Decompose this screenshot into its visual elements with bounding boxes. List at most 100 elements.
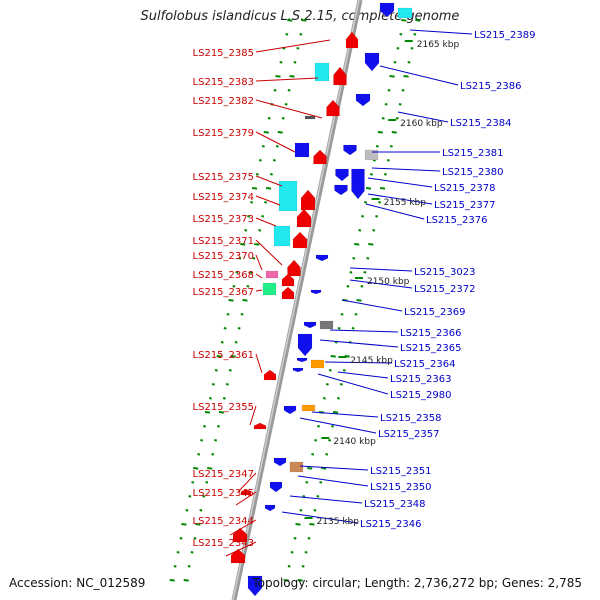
right-leader-line (299, 417, 377, 434)
scale-tick (220, 341, 224, 344)
scale-tick (275, 145, 279, 148)
scale-tick (261, 215, 265, 218)
scale-tick (214, 369, 218, 372)
reverse-gene (269, 481, 283, 493)
scale-tick (305, 481, 309, 484)
misc-feature (301, 404, 316, 412)
left-gene-label: LS215_2345 (193, 488, 254, 499)
scale-tick (255, 173, 259, 176)
misc-feature (310, 359, 325, 369)
scale-tick (368, 243, 374, 246)
right-leader-line (299, 465, 369, 471)
scale-tick (381, 117, 385, 120)
left-leader-line (255, 289, 263, 292)
left-gene-label: LS215_2383 (193, 77, 254, 88)
right-gene-label: LS215_3023 (414, 267, 475, 278)
scale-tick (176, 551, 180, 554)
scale-tick (279, 61, 283, 64)
left-leader-line (225, 541, 257, 557)
left-leader-line (255, 99, 323, 119)
reverse-gene (264, 504, 276, 512)
scale-tick (295, 523, 301, 526)
scale-tick (301, 19, 307, 22)
scale-tick (222, 397, 226, 400)
forward-gene (281, 273, 295, 287)
scale-tick (336, 397, 340, 400)
right-gene-label: LS215_2369 (404, 307, 465, 318)
scale-tick (273, 89, 277, 92)
scale-tick (349, 271, 353, 274)
scale-tick (183, 579, 189, 582)
reverse-gene (343, 144, 357, 156)
scale-tick (199, 509, 203, 512)
scale-tick (361, 215, 365, 218)
forward-gene (326, 99, 340, 117)
scale-tick (226, 313, 230, 316)
scale-tick (264, 201, 268, 204)
right-gene-label: LS215_2365 (400, 343, 461, 354)
reverse-gene (379, 2, 395, 18)
scale-tick (258, 229, 262, 232)
scale-tick (230, 355, 236, 358)
scale-tick (307, 537, 311, 540)
scale-tick (250, 201, 254, 204)
scale-tick (319, 481, 323, 484)
scale-tick (223, 327, 227, 330)
scale-tick (289, 75, 295, 78)
backbone-highlight (232, 0, 360, 600)
left-leader-line (229, 519, 257, 536)
scale-tick (208, 397, 212, 400)
scale-tick (387, 89, 391, 92)
reverse-gene (310, 289, 322, 295)
map-title: Sulfolobus islandicus L.S.2.15, complete… (140, 9, 460, 24)
scale-tick (267, 117, 271, 120)
scale-tick (321, 467, 327, 470)
scale-tick (393, 61, 397, 64)
scale-tick (342, 369, 346, 372)
right-gene-label: LS215_2364 (394, 359, 455, 370)
right-gene-label: LS215_2350 (370, 482, 431, 493)
scale-tick (331, 425, 335, 428)
scale-tick (375, 215, 379, 218)
scale-tick (297, 579, 303, 582)
scale-tick (328, 369, 332, 372)
scale-tick (332, 411, 339, 414)
scale-tick (337, 327, 341, 330)
right-gene-label: LS215_2378 (434, 183, 495, 194)
reverse-gene (355, 93, 371, 107)
scale-tick (352, 257, 356, 260)
scale-tick (386, 159, 390, 162)
left-leader-line (255, 77, 319, 82)
scale-tick (354, 243, 360, 246)
scale-tick (217, 425, 221, 428)
scale-tick (330, 355, 336, 358)
right-gene-label: LS215_2376 (426, 215, 487, 226)
scale-tick (389, 145, 393, 148)
left-gene-label: LS215_2347 (193, 469, 254, 480)
left-gene-label: LS215_2379 (193, 128, 254, 139)
scale-tick (214, 439, 218, 442)
reverse-gene (303, 321, 317, 329)
scale-tick (354, 313, 358, 316)
scale-tick (228, 299, 234, 302)
scale-tick (383, 173, 387, 176)
scale-tick (265, 187, 272, 190)
scale-tick (204, 411, 211, 414)
forward-gene (281, 286, 295, 300)
right-gene-label: LS215_2381 (442, 148, 503, 159)
rna-feature (278, 180, 298, 212)
scale-tick (238, 257, 242, 260)
scale-tick (401, 19, 407, 22)
scale-tick (334, 341, 338, 344)
scale-tick (311, 453, 315, 456)
rna-feature (314, 62, 330, 82)
scale-tick (195, 523, 201, 526)
right-leader-line (379, 65, 459, 86)
scale-tick (328, 439, 332, 442)
scale-tick (185, 509, 189, 512)
left-leader-line (255, 39, 331, 53)
kbp-label: 2145 kbp (350, 356, 393, 366)
scale-tick (225, 383, 229, 386)
kbp-label: 2155 kbp (384, 198, 427, 208)
